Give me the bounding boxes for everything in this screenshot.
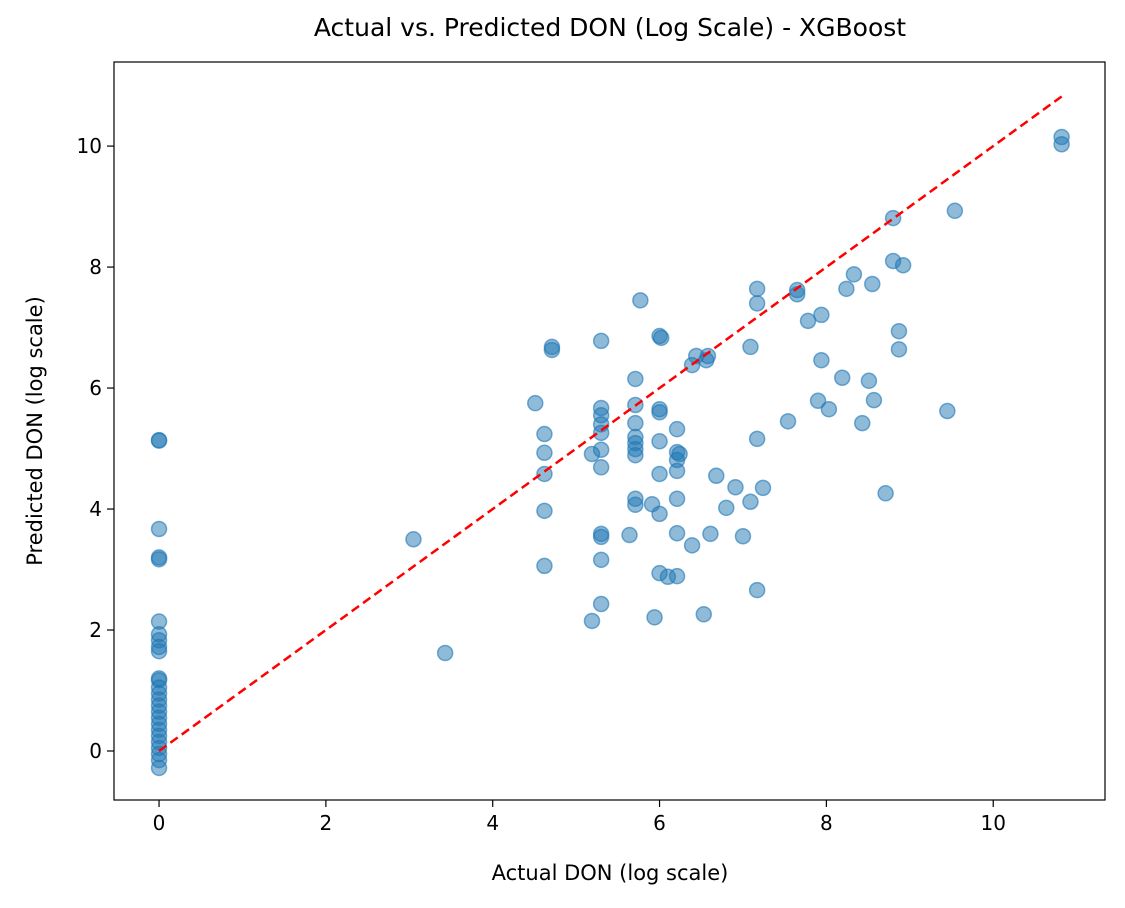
chart-title: Actual vs. Predicted DON (Log Scale) - X…	[314, 13, 906, 42]
point	[621, 526, 638, 544]
y-tick-label: 0	[89, 739, 102, 763]
point	[748, 295, 766, 312]
point	[813, 306, 830, 324]
point	[864, 275, 881, 293]
point	[651, 403, 668, 421]
point	[150, 759, 168, 777]
point	[668, 490, 686, 508]
point	[592, 441, 610, 459]
point	[877, 485, 894, 502]
reference-line	[158, 95, 1063, 753]
point	[890, 322, 908, 340]
point	[543, 341, 561, 359]
point	[651, 433, 668, 450]
point	[646, 609, 663, 626]
x-tick-label: 4	[486, 811, 499, 835]
point	[592, 595, 610, 613]
point	[592, 332, 610, 350]
point	[651, 465, 668, 483]
x-tick-label: 0	[153, 811, 166, 835]
point	[838, 280, 855, 298]
point	[668, 420, 686, 438]
point	[592, 551, 610, 569]
point	[536, 557, 553, 575]
point	[865, 391, 883, 409]
point	[695, 606, 713, 623]
point	[627, 414, 644, 432]
point	[652, 329, 670, 347]
point	[748, 280, 766, 298]
point	[699, 347, 717, 365]
x-tick-label: 2	[320, 811, 333, 835]
point	[436, 644, 454, 662]
point	[683, 537, 701, 554]
point	[748, 581, 766, 599]
point	[718, 499, 735, 517]
point	[799, 312, 817, 330]
point	[536, 425, 553, 443]
plot-frame	[113, 61, 1106, 801]
point	[890, 341, 908, 358]
point	[668, 524, 686, 542]
point	[939, 402, 956, 420]
point	[527, 394, 544, 412]
point	[727, 479, 744, 496]
point	[632, 292, 649, 309]
point	[150, 432, 168, 449]
point	[860, 372, 878, 390]
point	[734, 528, 752, 545]
point	[702, 525, 719, 543]
point	[592, 528, 610, 546]
point	[536, 444, 553, 462]
point	[845, 266, 863, 283]
x-axis-label: Actual DON (log scale)	[492, 861, 729, 885]
point	[592, 459, 610, 476]
point	[813, 351, 830, 369]
point	[536, 502, 553, 520]
point	[150, 550, 168, 568]
point	[150, 520, 168, 538]
point	[894, 257, 912, 274]
point	[833, 369, 851, 387]
point	[946, 202, 964, 220]
y-tick-label: 4	[89, 497, 102, 521]
point	[405, 531, 422, 548]
point	[742, 338, 759, 356]
point	[809, 392, 827, 410]
point	[668, 567, 686, 585]
y-tick-label: 10	[77, 134, 102, 158]
point	[748, 430, 766, 448]
point	[820, 400, 838, 418]
point	[1053, 136, 1070, 153]
point	[150, 642, 168, 660]
point	[583, 612, 601, 630]
x-tick-label: 6	[653, 811, 666, 835]
y-axis-label: Predicted DON (log scale)	[23, 296, 47, 566]
point	[708, 467, 725, 485]
point	[668, 462, 686, 480]
point	[779, 413, 797, 430]
point	[854, 414, 871, 432]
y-tick-label: 6	[89, 376, 102, 400]
x-tick-label: 8	[820, 811, 833, 835]
y-tick-label: 2	[89, 618, 102, 642]
point	[627, 496, 644, 514]
point	[627, 370, 644, 388]
point	[754, 479, 772, 497]
point	[742, 493, 759, 511]
x-tick-label: 10	[980, 811, 1005, 835]
y-tick-label: 8	[89, 255, 102, 279]
point	[651, 505, 668, 523]
point	[627, 446, 644, 464]
